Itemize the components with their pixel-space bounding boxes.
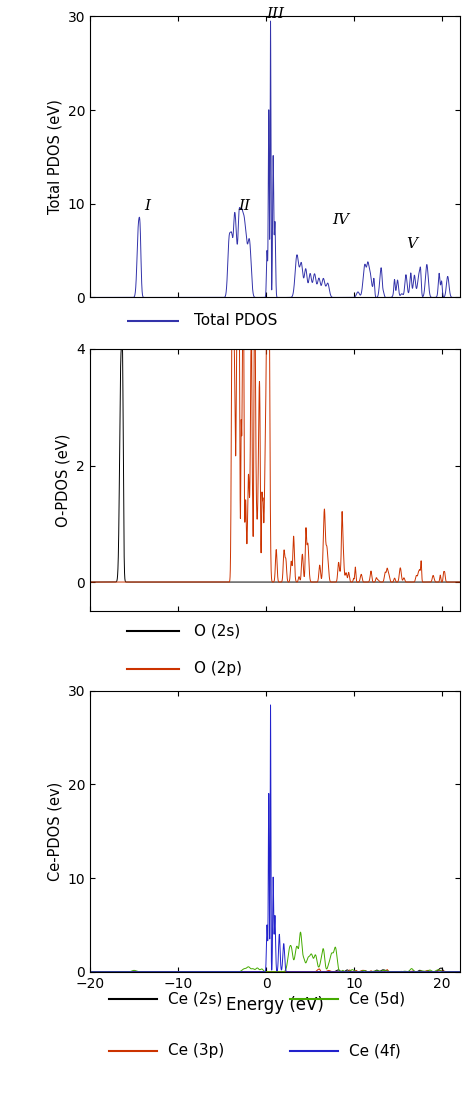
Text: Ce (2s): Ce (2s)	[168, 991, 222, 1006]
Text: Ce (3p): Ce (3p)	[168, 1043, 224, 1058]
Text: Total PDOS: Total PDOS	[193, 313, 277, 329]
Y-axis label: Total PDOS (eV): Total PDOS (eV)	[47, 100, 62, 214]
Text: III: III	[266, 8, 284, 21]
Text: I: I	[144, 199, 150, 213]
Text: Ce (5d): Ce (5d)	[349, 991, 405, 1006]
Text: O (2s): O (2s)	[193, 623, 240, 639]
Text: IV: IV	[332, 213, 349, 227]
Text: O (2p): O (2p)	[193, 660, 242, 676]
X-axis label: Energy (eV): Energy (eV)	[226, 996, 324, 1014]
Text: V: V	[406, 236, 417, 251]
Y-axis label: Ce-PDOS (ev): Ce-PDOS (ev)	[47, 781, 62, 881]
Text: II: II	[238, 199, 250, 213]
Y-axis label: O-PDOS (eV): O-PDOS (eV)	[56, 433, 71, 526]
Text: Ce (4f): Ce (4f)	[349, 1043, 401, 1058]
